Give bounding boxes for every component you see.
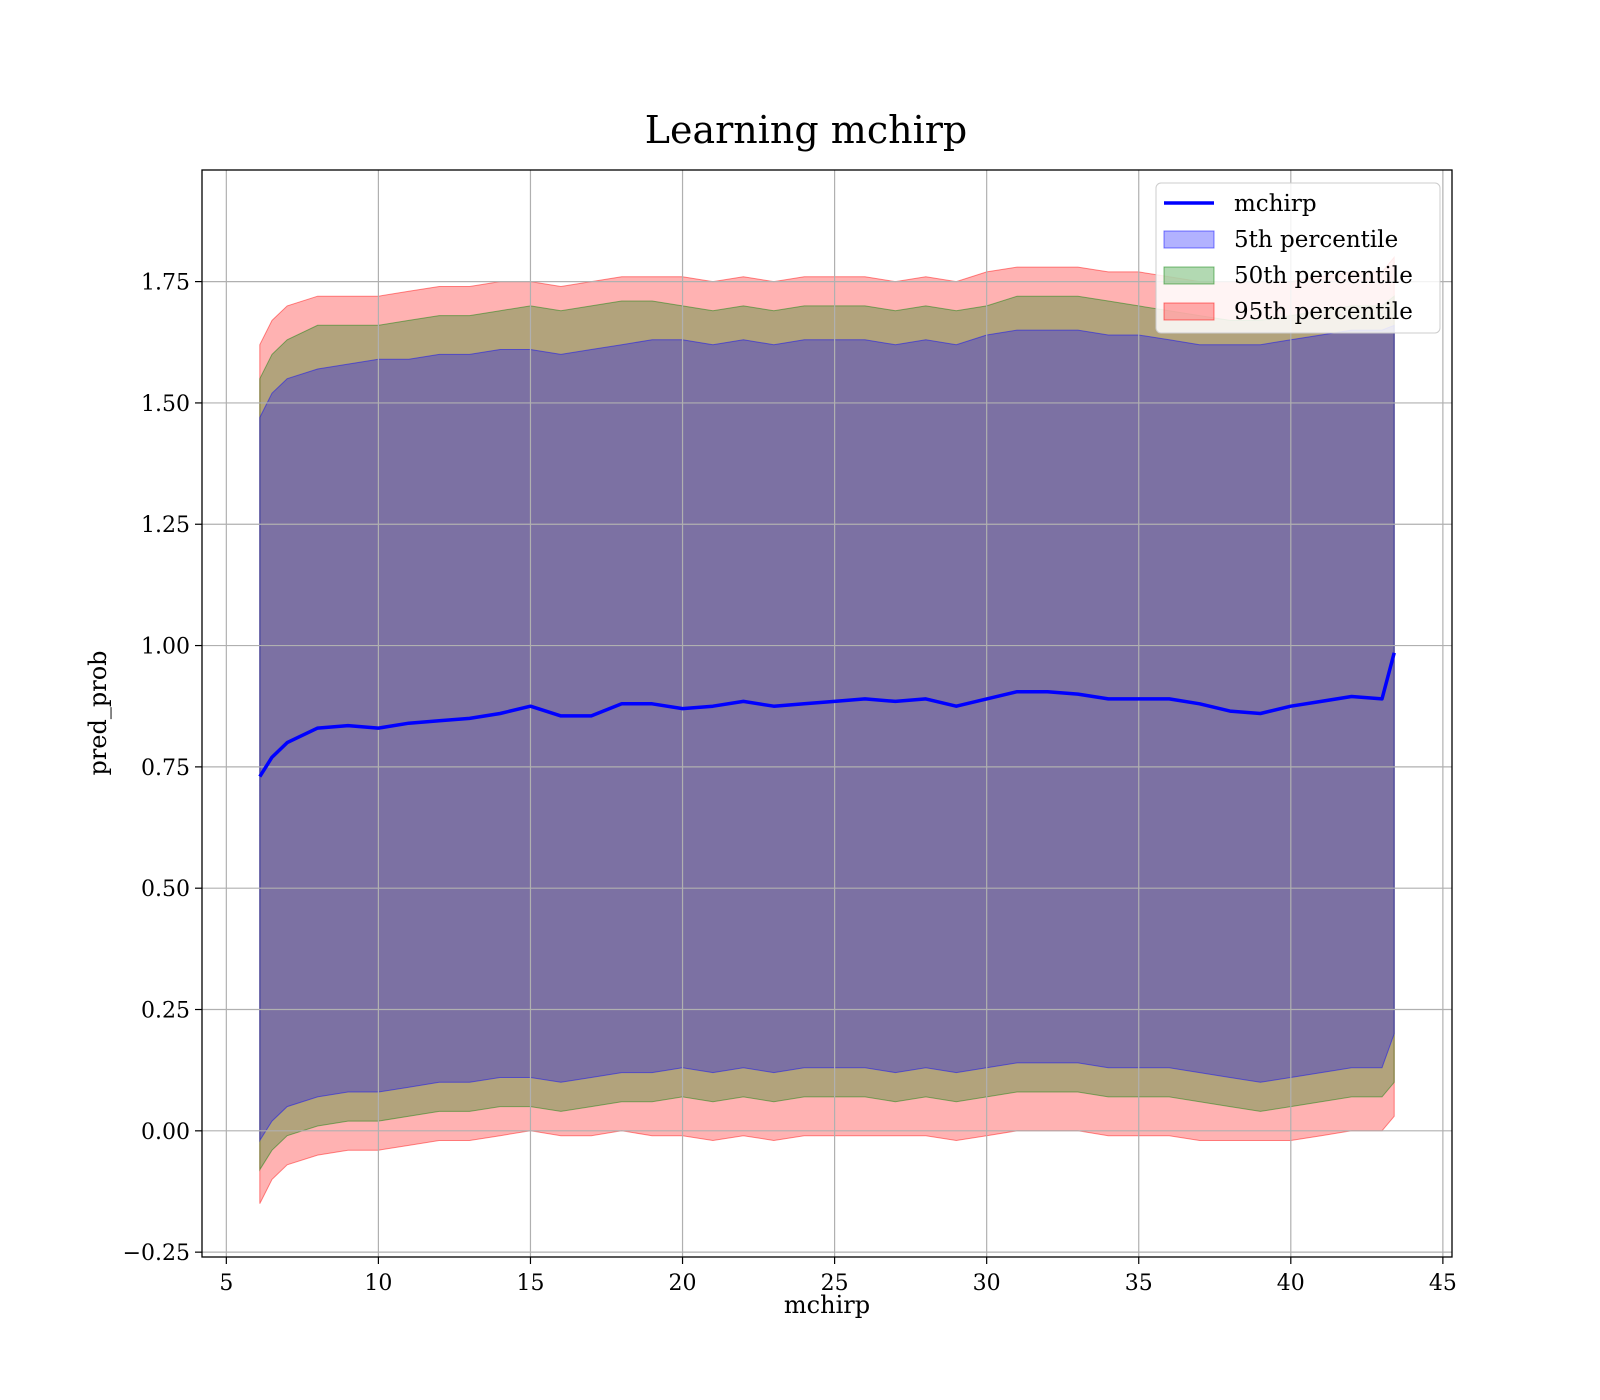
x-tick-label: 5 [219,1271,233,1296]
y-tick-label: −0.25 [123,1241,190,1266]
plot-frame [201,169,1453,1258]
y-tick-label: 0.25 [141,999,190,1024]
legend-label-95th-percentile: 95th percentile [1234,299,1413,325]
50th-percentile-band [259,295,1395,1172]
x-tick-label: 45 [1429,1271,1457,1296]
y-tick-label: 0.00 [141,1120,190,1145]
x-axis-label: mchirp [784,1291,870,1319]
y-axis-ticks: −0.25 0.00 0.25 0.50 0.75 1.00 1.25 1.50 1.75 [123,271,202,1266]
legend-swatch-95th-percentile [1163,302,1215,321]
mchirp-series-line [258,652,1396,778]
x-tick-label: 30 [973,1271,1001,1296]
x-tick-label: 25 [821,1271,849,1296]
5th-percentile-band [259,324,1395,1143]
x-tick-label: 40 [1277,1271,1305,1296]
legend-swatch-5th-percentile [1163,230,1215,249]
y-tick-label: 0.50 [141,877,190,902]
legend-label-mchirp: mchirp [1234,191,1317,217]
95th-percentile-band [259,255,1395,1204]
percentile-bands [259,255,1395,1204]
legend: mchirp 5th percentile 50th percentile 95th … [1155,182,1441,334]
x-tick-label: 15 [516,1271,544,1296]
legend-label-5th-percentile: 5th percentile [1234,227,1398,253]
x-tick-label: 20 [669,1271,697,1296]
y-tick-label: 1.00 [141,635,190,660]
legend-swatch-50th-percentile [1163,266,1215,285]
legend-box [1155,182,1441,334]
grid-lines [202,170,1452,1257]
legend-label-50th-percentile: 50th percentile [1234,263,1413,289]
y-tick-label: 1.25 [141,513,190,538]
chart-title: Learning mchirp [645,108,967,152]
x-tick-label: 35 [1125,1271,1153,1296]
y-tick-label: 1.75 [141,271,190,296]
x-axis-ticks: 5 10 15 20 25 30 35 40 45 [219,1257,1457,1296]
x-tick-label: 10 [364,1271,392,1296]
mchirp-line-group [258,652,1396,778]
y-axis-label: pred_prob [84,650,112,775]
y-tick-label: 0.75 [141,756,190,781]
y-tick-label: 1.50 [141,392,190,417]
